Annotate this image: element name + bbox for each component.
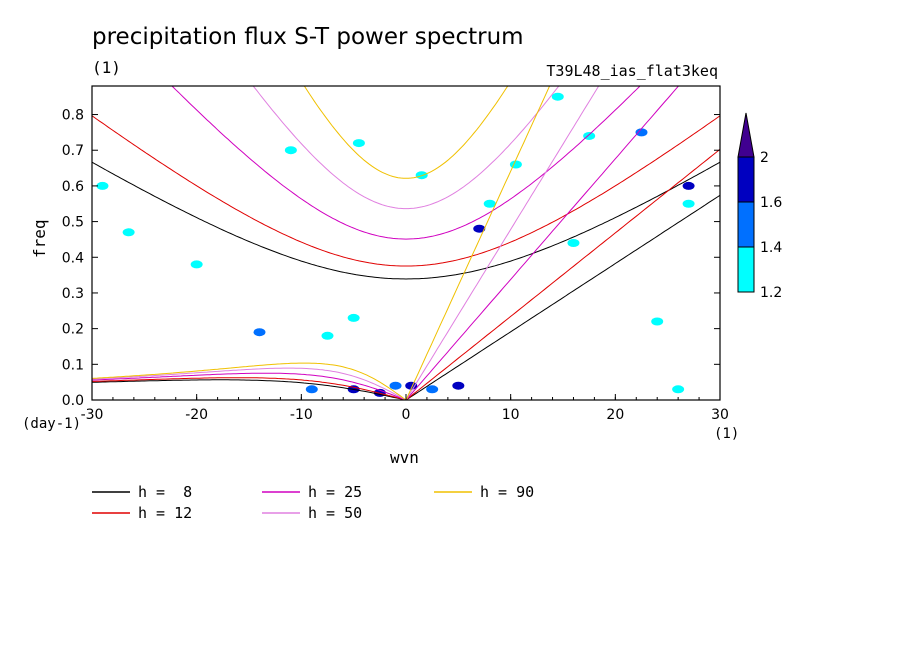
legend-label: h = 25: [308, 483, 362, 501]
plot-frame: [91, 85, 721, 401]
contour-blob: [122, 228, 135, 237]
x-tick-label: 0: [402, 407, 411, 423]
dispersion-curve: [252, 86, 560, 210]
contour-blob: [682, 181, 695, 190]
contour-blob: [96, 181, 109, 190]
contour-blob: [682, 199, 695, 208]
x-tick-label: -30: [81, 407, 104, 423]
x-axis-unit: (1): [714, 426, 740, 442]
y-tick-label: 0.1: [62, 357, 84, 373]
dispersion-curve: [92, 377, 407, 400]
legend-label: h = 8: [138, 483, 192, 501]
y-tick-label: 0.6: [62, 179, 84, 195]
contour-blob: [405, 381, 418, 390]
x-tick-label: 20: [606, 407, 624, 423]
dispersion-curve: [92, 367, 407, 400]
dispersion-curve: [405, 86, 551, 400]
contour-blob: [426, 385, 439, 394]
y-tick-label: 0.4: [62, 250, 84, 266]
dispersion-curve: [405, 86, 680, 400]
colorbar-label: 1.4: [760, 240, 782, 256]
colorbar-segment: [737, 246, 755, 293]
contour-blob: [305, 385, 318, 394]
contour-blob: [347, 313, 360, 322]
x-tick-label: 10: [502, 407, 520, 423]
contour-blob: [635, 128, 648, 137]
contour-blob: [651, 317, 664, 326]
x-tick-label: -20: [185, 407, 208, 423]
y-axis-unit: (day-1): [22, 416, 82, 432]
dispersion-curve: [405, 194, 720, 400]
colorbar-label: 1.6: [760, 195, 782, 211]
dispersion-curve: [92, 372, 407, 400]
dispersion-curve: [405, 148, 720, 400]
contour-blob: [190, 260, 203, 269]
contour-blob: [253, 328, 266, 337]
chart-title: precipitation flux S-T power spectrum: [92, 24, 524, 50]
dispersion-curve: [92, 379, 407, 400]
legend-label: h = 50: [308, 504, 362, 522]
contour-blob: [483, 199, 496, 208]
dispersion-curve: [92, 362, 407, 400]
contour-blob: [452, 381, 465, 390]
contour-blob: [551, 92, 564, 101]
contour-blob: [672, 385, 685, 394]
dispersion-curve: [92, 115, 720, 267]
x-axis-label: wvn: [390, 448, 419, 467]
x-tick-label: -10: [290, 407, 313, 423]
y-tick-label: 0.3: [62, 286, 84, 302]
contour-blob: [567, 239, 580, 247]
colorbar-label: 2: [760, 150, 769, 166]
legend-label: h = 12: [138, 504, 192, 522]
colorbar-segment: [737, 201, 755, 248]
chart-unit-label: (1): [92, 58, 121, 77]
y-tick-label: 0.2: [62, 322, 84, 338]
contour-blob: [473, 224, 486, 233]
legend-label: h = 90: [480, 483, 534, 501]
dispersion-curve: [405, 86, 600, 400]
contour-blob: [321, 331, 334, 340]
contour-blob: [509, 160, 522, 169]
y-tick-label: 0.0: [62, 393, 84, 409]
contour-blob: [284, 146, 297, 155]
experiment-label: T39L48_ias_flat3keq: [546, 62, 718, 80]
x-tick-label: 30: [711, 407, 729, 423]
colorbar-segment: [737, 156, 755, 203]
contour-blob: [389, 381, 402, 390]
colorbar-triangle: [737, 112, 755, 158]
dispersion-curve: [92, 161, 720, 280]
contour-blob: [352, 139, 365, 148]
y-tick-label: 0.7: [62, 143, 84, 159]
dispersion-curve: [303, 86, 509, 179]
y-tick-label: 0.5: [62, 215, 84, 231]
colorbar-label: 1.2: [760, 285, 782, 301]
dispersion-curve: [171, 86, 641, 240]
y-tick-label: 0.8: [62, 108, 84, 124]
